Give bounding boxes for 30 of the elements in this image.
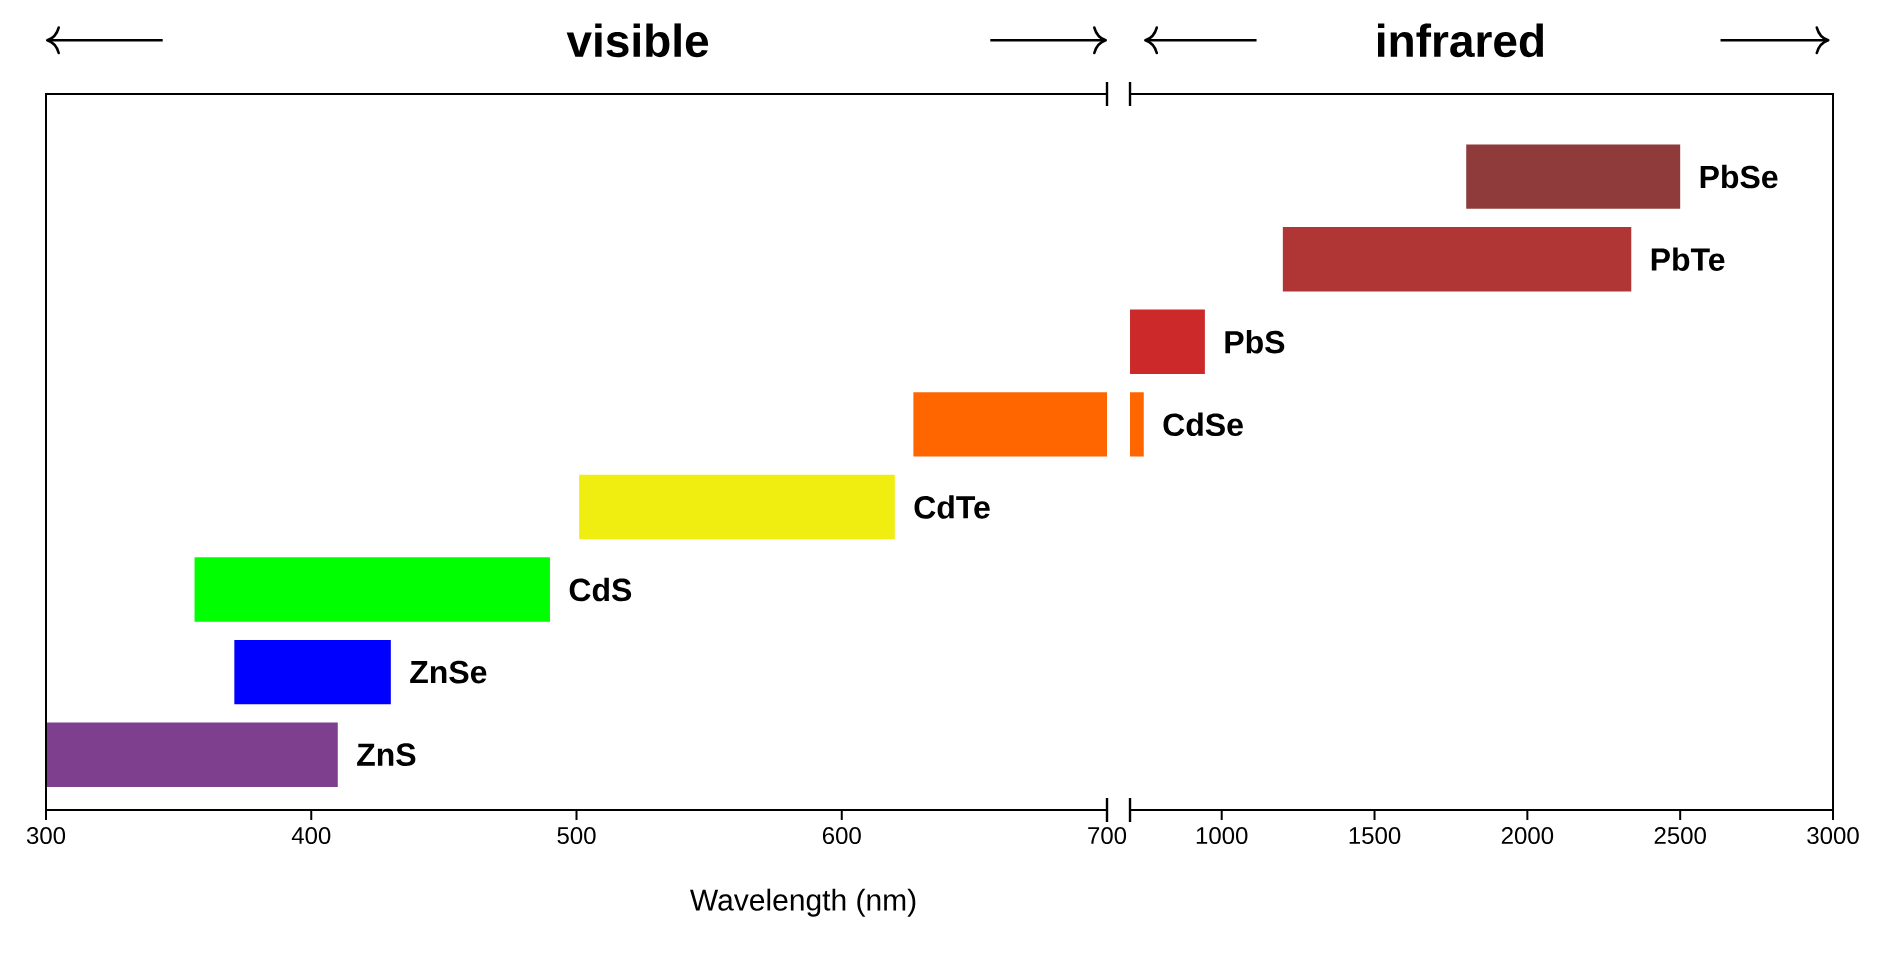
x-tick-label: 600 — [822, 827, 861, 845]
x-tick-label: 700 — [1088, 827, 1127, 845]
y-tick-label: PbTe — [1651, 247, 1725, 271]
bar — [1130, 309, 1205, 374]
bar — [1466, 144, 1681, 209]
y-tick-label: ZnSe — [410, 660, 487, 684]
bar — [1282, 226, 1632, 292]
x-axis-title: Wavelength (nm) — [690, 888, 916, 917]
bar — [913, 392, 1107, 457]
y-tick-label: ZnS — [357, 743, 416, 767]
bar — [194, 557, 550, 622]
bar — [1130, 392, 1144, 457]
bar — [234, 639, 391, 705]
text: visible — [566, 23, 709, 58]
x-tick-label: 3000 — [1807, 827, 1859, 845]
x-tick-label: 400 — [291, 827, 331, 845]
y-tick-label: CdS — [569, 577, 632, 602]
x-tick-label: 2500 — [1654, 827, 1706, 845]
x-tick-label: 1000 — [1196, 827, 1248, 845]
text: infrared — [1377, 23, 1543, 58]
y-tick-label: PbSe — [1700, 164, 1778, 189]
y-tick-label: CdSe — [1163, 412, 1243, 437]
bar — [579, 474, 895, 540]
x-tick-label: 1500 — [1349, 827, 1401, 845]
bar — [46, 722, 338, 787]
x-tick-label: 500 — [557, 827, 596, 845]
y-tick-label: CdTe — [914, 495, 990, 519]
x-tick-label: 300 — [26, 827, 66, 845]
y-tick-label: PbS — [1225, 330, 1285, 354]
x-tick-label: 2000 — [1501, 827, 1554, 845]
